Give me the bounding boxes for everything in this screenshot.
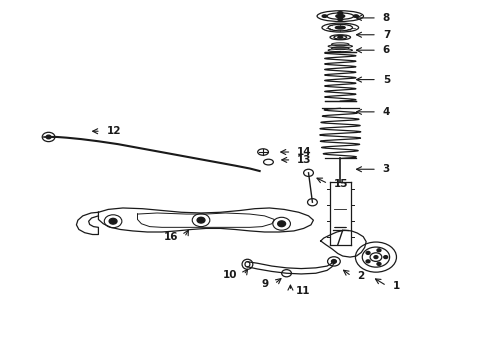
Ellipse shape	[338, 18, 343, 21]
Circle shape	[377, 249, 381, 252]
Text: 13: 13	[297, 155, 312, 165]
Text: 6: 6	[383, 45, 390, 55]
Text: 10: 10	[223, 270, 238, 280]
Circle shape	[374, 256, 378, 258]
Ellipse shape	[338, 36, 343, 38]
Text: 14: 14	[297, 147, 312, 157]
Text: 5: 5	[383, 75, 390, 85]
Circle shape	[331, 260, 336, 263]
Text: 8: 8	[383, 13, 390, 23]
Circle shape	[197, 217, 205, 223]
Text: 12: 12	[107, 126, 121, 136]
Text: 7: 7	[383, 30, 390, 40]
Circle shape	[366, 251, 370, 254]
Text: 15: 15	[334, 179, 348, 189]
Ellipse shape	[353, 15, 358, 17]
Ellipse shape	[335, 26, 345, 29]
Text: 3: 3	[383, 164, 390, 174]
Text: 1: 1	[392, 281, 400, 291]
Circle shape	[366, 260, 370, 263]
Ellipse shape	[322, 15, 327, 17]
Circle shape	[384, 256, 388, 258]
Text: 11: 11	[296, 286, 311, 296]
Circle shape	[109, 219, 117, 224]
Text: 16: 16	[164, 232, 178, 242]
Circle shape	[278, 221, 286, 226]
Text: 2: 2	[357, 271, 365, 281]
Text: 9: 9	[261, 279, 269, 289]
Ellipse shape	[336, 14, 344, 18]
Ellipse shape	[338, 12, 343, 14]
Circle shape	[46, 135, 51, 139]
Text: 4: 4	[383, 107, 390, 117]
Circle shape	[377, 262, 381, 265]
